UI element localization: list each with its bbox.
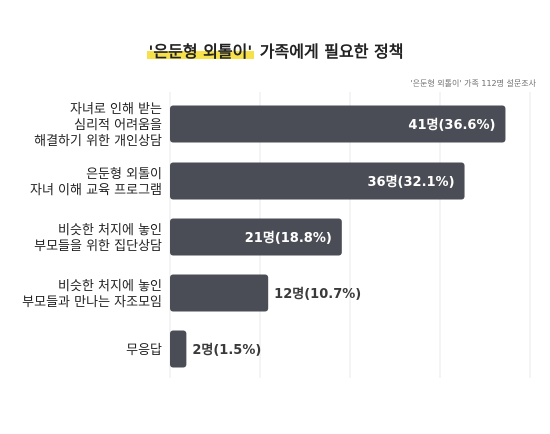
chart-title-rest: 가족에게 필요한 정책 — [254, 42, 404, 61]
bar-value-label: 12명(10.7%) — [274, 286, 361, 302]
category-label: 비슷한 처지에 놓인 부모들과 만나는 자조모임 — [22, 279, 162, 310]
category-label-line: 무응답 — [126, 343, 162, 358]
category-label-line: 부모들과 만나는 자조모임 — [22, 295, 162, 310]
bar-value-label: 2명(1.5%) — [192, 342, 261, 358]
chart-source-note: '은둔형 외톨이' 가족 112명 설문조사 — [410, 79, 536, 88]
bar-value-label: 41명(36.6%) — [408, 117, 495, 133]
bar — [170, 274, 269, 312]
category-label: 자녀로 인해 받는 심리적 어려움을 해결하기 위한 개인상담 — [34, 102, 162, 149]
category-label: 비슷한 처지에 놓인 부모들을 위한 집단상담 — [34, 223, 162, 254]
category-label: 무응답 — [126, 343, 162, 358]
category-label-line: 심리적 어려움을 — [74, 118, 162, 133]
category-label-line: 자녀 이해 교육 프로그램 — [30, 183, 162, 198]
category-label-line: 비슷한 처지에 놓인 — [58, 279, 162, 294]
category-label-line: 은둔형 외톨이 — [86, 167, 162, 182]
chart-title-highlight: '은둔형 외톨이' — [146, 42, 255, 61]
category-label-line: 자녀로 인해 받는 — [70, 102, 162, 117]
bar-value-label: 36명(32.1%) — [367, 174, 454, 190]
category-label-line: 부모들을 위한 집단상담 — [34, 239, 162, 254]
bar — [170, 330, 187, 368]
bar — [170, 162, 465, 200]
category-label-line: 해결하기 위한 개인상담 — [34, 134, 162, 149]
bar — [170, 218, 342, 256]
category-label-line: 비슷한 처지에 놓인 — [58, 223, 162, 238]
bar-value-label: 21명(18.8%) — [245, 230, 332, 246]
category-label: 은둔형 외톨이 자녀 이해 교육 프로그램 — [30, 167, 162, 198]
bar — [170, 105, 506, 143]
chart-title: '은둔형 외톨이' 가족에게 필요한 정책 — [0, 38, 550, 62]
